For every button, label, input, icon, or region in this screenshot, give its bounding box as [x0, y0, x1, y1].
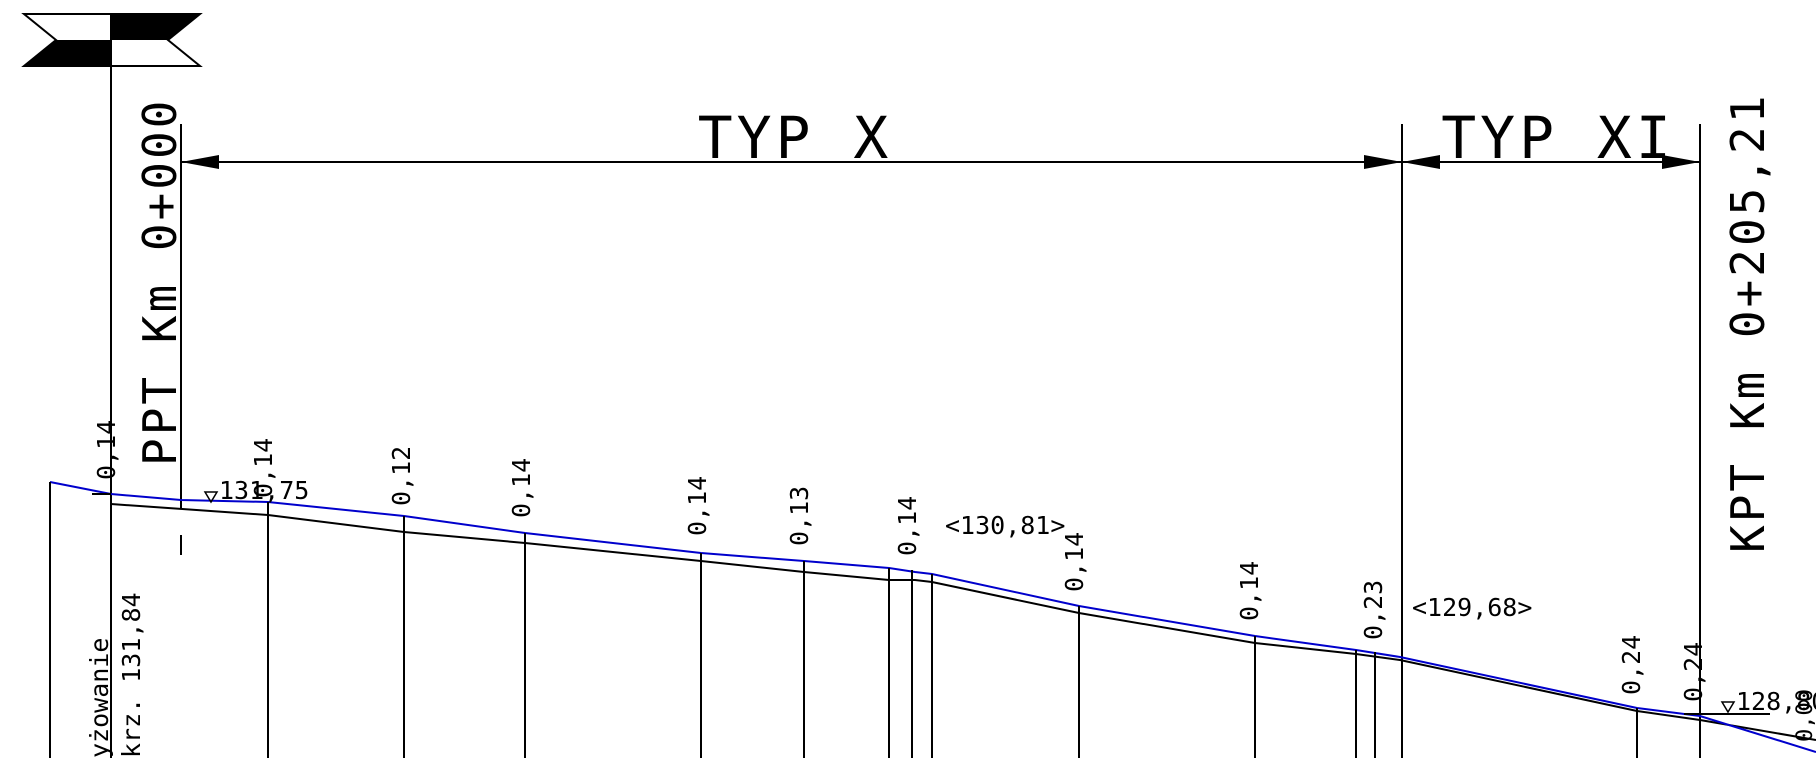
depth-label: 0,13: [785, 486, 814, 546]
depth-label: 0,24: [1617, 635, 1646, 695]
benchmark-flag-icon: [21, 13, 203, 758]
elevation-start: 131,75: [203, 476, 309, 505]
ppt-station-label: PPT Km 0+000: [133, 98, 187, 466]
depth-label: 0,14: [1235, 561, 1264, 621]
station-lines: [267, 502, 1770, 758]
elevation-end: 128,80 0,00: [1720, 687, 1816, 742]
end-elevation-label: 128,80: [1736, 687, 1816, 716]
type-x-label: TYP X: [698, 104, 893, 172]
design-grade-line: [49, 481, 1816, 753]
elevation-break-1: <130,81>: [945, 511, 1065, 540]
depth-label: 0,14: [507, 458, 536, 518]
depth-label: 0,14: [249, 438, 278, 498]
end-edge-label: 0,00: [1793, 689, 1816, 742]
dimension-type-x: TYP X: [180, 104, 1402, 555]
depth-label: 0,24: [1679, 642, 1708, 702]
dimension-type-xi: TYP XI: [1401, 104, 1701, 758]
depth-label: 0,23: [1359, 580, 1388, 640]
depth-label: 0,12: [387, 446, 416, 506]
elevation-break-2: <129,68>: [1412, 593, 1532, 622]
existing-ground-line: [110, 503, 1816, 741]
depth-label: 0,14: [683, 476, 712, 536]
crossing-label-line2: krz. 131,84: [117, 592, 146, 758]
depth-labels: 0,14 0,14 0,12 0,14 0,14 0,13 0,14 0,14 …: [92, 420, 1708, 702]
type-xi-label: TYP XI: [1441, 104, 1675, 172]
start-elevation-label: 131,75: [219, 476, 309, 505]
depth-label: 0,14: [1060, 532, 1089, 592]
kpt-station-label: KPT Km 0+205,21: [1721, 93, 1775, 553]
depth-label: 0,14: [893, 496, 922, 556]
crossing-label-line1: yżowanie: [85, 638, 114, 758]
depth-label: 0,14: [92, 420, 121, 480]
